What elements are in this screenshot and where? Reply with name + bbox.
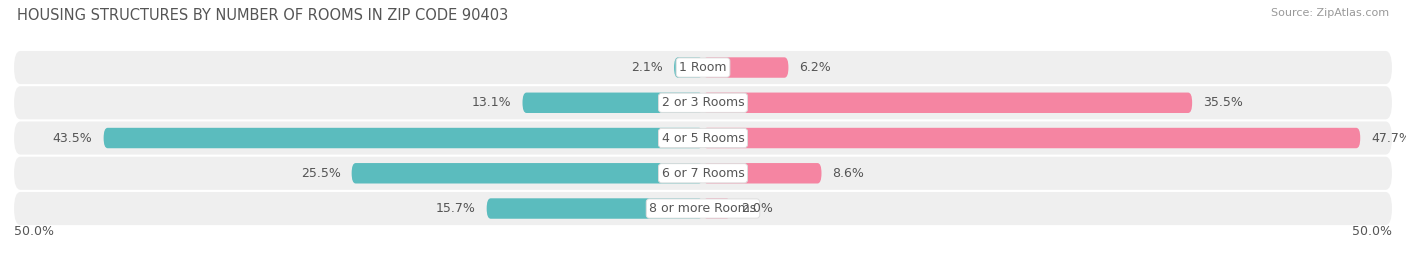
FancyBboxPatch shape bbox=[703, 198, 731, 219]
Text: 1 Room: 1 Room bbox=[679, 61, 727, 74]
Text: 2 or 3 Rooms: 2 or 3 Rooms bbox=[662, 96, 744, 109]
Text: HOUSING STRUCTURES BY NUMBER OF ROOMS IN ZIP CODE 90403: HOUSING STRUCTURES BY NUMBER OF ROOMS IN… bbox=[17, 8, 508, 23]
Text: 6 or 7 Rooms: 6 or 7 Rooms bbox=[662, 167, 744, 180]
Text: 2.0%: 2.0% bbox=[741, 202, 773, 215]
FancyBboxPatch shape bbox=[703, 128, 1360, 148]
FancyBboxPatch shape bbox=[352, 163, 703, 183]
FancyBboxPatch shape bbox=[14, 192, 1392, 225]
Text: 2.1%: 2.1% bbox=[631, 61, 664, 74]
FancyBboxPatch shape bbox=[486, 198, 703, 219]
Text: 47.7%: 47.7% bbox=[1371, 132, 1406, 144]
FancyBboxPatch shape bbox=[14, 86, 1392, 119]
Text: 4 or 5 Rooms: 4 or 5 Rooms bbox=[662, 132, 744, 144]
Text: 43.5%: 43.5% bbox=[53, 132, 93, 144]
Text: 50.0%: 50.0% bbox=[1353, 225, 1392, 238]
FancyBboxPatch shape bbox=[673, 57, 703, 78]
Text: 15.7%: 15.7% bbox=[436, 202, 475, 215]
FancyBboxPatch shape bbox=[104, 128, 703, 148]
Text: 13.1%: 13.1% bbox=[472, 96, 512, 109]
FancyBboxPatch shape bbox=[703, 93, 1192, 113]
FancyBboxPatch shape bbox=[523, 93, 703, 113]
Text: 8 or more Rooms: 8 or more Rooms bbox=[650, 202, 756, 215]
FancyBboxPatch shape bbox=[14, 51, 1392, 84]
FancyBboxPatch shape bbox=[703, 57, 789, 78]
Text: 25.5%: 25.5% bbox=[301, 167, 340, 180]
Text: 50.0%: 50.0% bbox=[14, 225, 53, 238]
Text: Source: ZipAtlas.com: Source: ZipAtlas.com bbox=[1271, 8, 1389, 18]
FancyBboxPatch shape bbox=[703, 163, 821, 183]
Text: 35.5%: 35.5% bbox=[1204, 96, 1243, 109]
FancyBboxPatch shape bbox=[14, 157, 1392, 190]
Text: 8.6%: 8.6% bbox=[832, 167, 865, 180]
FancyBboxPatch shape bbox=[14, 122, 1392, 155]
Text: 6.2%: 6.2% bbox=[800, 61, 831, 74]
